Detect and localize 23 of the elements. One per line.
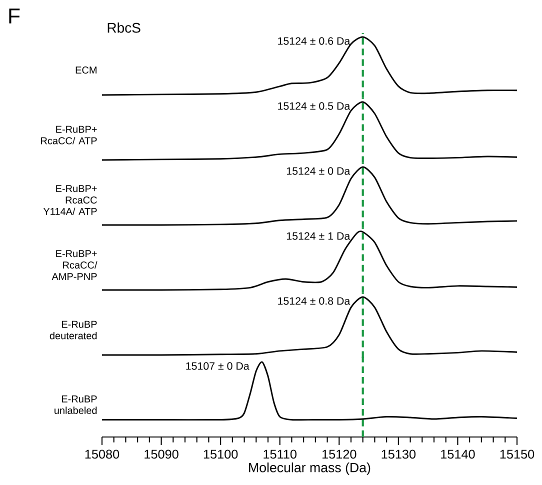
x-tick-label: 15110 [264,450,296,459]
y-axis-title: E-RuBP unlabeled [54,396,97,414]
annotation: 15124 ± 0.8 Da [278,297,350,305]
y-axis-title: E-RuBP+ RcaCC/ AMP-PNP [52,250,98,280]
annotation: 15124 ± 0 Da [286,167,350,175]
x-tick-label: 15100 [204,450,238,459]
x-axis-title: Molecular mass (Da) [249,462,370,475]
x-tick-label: 15140 [441,450,475,459]
y-axis-title: E-RuBP deuterated [50,320,97,340]
annotation: 15124 ± 1 Da [286,232,350,240]
annotation: 15124 ± 0.6 Da [278,37,350,45]
y-axis-title: ECM [76,66,96,74]
y-axis-title: E-RuBP+ RcaCC Y114A/ ATP [43,185,97,216]
x-tick-label: 15090 [144,450,178,459]
text: F [9,8,20,24]
x-tick-label: 15080 [85,450,120,459]
x-tick-label: 15120 [322,450,356,459]
chart-title: RbcS [108,22,140,33]
annotation: 15124 ± 0.5 Da [278,102,350,110]
y-axis-title: E-RuBP+ RcaCC/ ATP [41,126,97,144]
x-tick-label: 15130 [382,450,416,459]
x-tick-label: 15150 [500,450,534,459]
annotation: 15107 ± 0 Da [186,362,250,370]
